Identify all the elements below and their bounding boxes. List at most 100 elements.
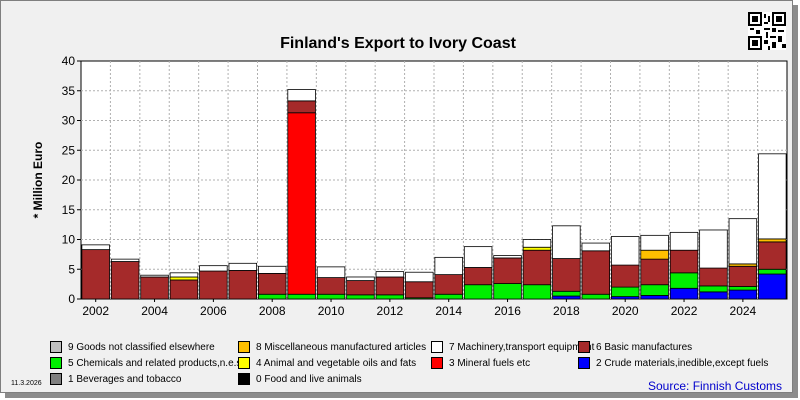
bar-segment-5-2025 xyxy=(758,268,787,275)
x-tick-label: 2010 xyxy=(318,304,345,318)
bar-segment-6-2009 xyxy=(287,100,316,114)
bar-segment-5-2020 xyxy=(610,286,640,298)
bar-segment-7-2005 xyxy=(169,272,199,278)
bar-segment-5-2010 xyxy=(316,293,346,300)
bar-segment-2-2018 xyxy=(552,295,581,300)
bar-segment-7-2014 xyxy=(434,256,463,276)
legend-swatch xyxy=(50,373,62,385)
legend-label: 9 Goods not classified elsewhere xyxy=(68,341,215,353)
bar-segment-6-2007 xyxy=(228,270,258,300)
bar-segment-5-2024 xyxy=(728,286,758,291)
bar-segment-6-2016 xyxy=(493,257,522,284)
legend-item-6: 6 Basic manufactures xyxy=(578,341,692,353)
legend-swatch xyxy=(431,341,443,353)
bar-segment-2-2025 xyxy=(758,273,787,300)
legend-label: 5 Chemicals and related products,n.e.s. xyxy=(68,357,245,369)
bar-segment-6-2003 xyxy=(110,261,140,300)
y-tick-label: 40 xyxy=(62,54,76,68)
bar-segment-7-2006 xyxy=(199,265,228,272)
x-tick-label: 2016 xyxy=(494,304,521,318)
legend-swatch xyxy=(578,341,590,353)
bar-segment-6-2004 xyxy=(140,276,169,300)
y-tick-label: 0 xyxy=(68,292,75,306)
y-tick-label: 20 xyxy=(62,173,76,187)
bar-segment-8-2025 xyxy=(758,238,787,243)
y-tick-label: 35 xyxy=(62,84,76,98)
bar-segment-7-2011 xyxy=(346,276,375,281)
bar-segment-6-2011 xyxy=(346,280,375,296)
bar-segment-2-2021 xyxy=(640,295,669,300)
bar-segment-6-2019 xyxy=(581,250,611,295)
bar-segment-5-2009 xyxy=(287,293,316,300)
bar-segment-7-2016 xyxy=(493,255,522,259)
bar-segment-6-2020 xyxy=(610,264,640,288)
legend-label: 3 Mineral fuels etc xyxy=(449,357,531,369)
bar-segment-6-2015 xyxy=(463,267,493,286)
bar-segment-4-2017 xyxy=(522,246,552,251)
chart-title: Finland's Export to Ivory Coast xyxy=(280,35,517,52)
legend-item-4: 4 Animal and vegetable oils and fats xyxy=(238,357,416,369)
bar-segment-6-2013 xyxy=(405,281,434,299)
legend-swatch xyxy=(238,357,250,369)
x-tick-label: 2004 xyxy=(141,304,168,318)
bar-segment-7-2018 xyxy=(552,225,581,259)
y-tick-label: 10 xyxy=(62,233,76,247)
legend-item-3: 3 Mineral fuels etc xyxy=(431,357,530,369)
bar-segment-7-2015 xyxy=(463,246,493,268)
bar-segment-7-2013 xyxy=(405,271,434,283)
legend-item-8: 8 Miscellaneous manufactured articles xyxy=(238,341,426,353)
x-tick-label: 2024 xyxy=(730,304,757,318)
bar-segment-6-2018 xyxy=(552,258,581,292)
y-tick-label: 30 xyxy=(62,114,76,128)
legend-item-5: 5 Chemicals and related products,n.e.s. xyxy=(50,357,244,369)
bar-segment-2-2022 xyxy=(669,287,699,300)
legend-label: 4 Animal and vegetable oils and fats xyxy=(256,357,417,369)
legend-item-9: 9 Goods not classified elsewhere xyxy=(50,341,215,353)
bar-segment-6-2008 xyxy=(257,273,287,295)
bar-segment-8-2021 xyxy=(640,249,669,260)
bar-segment-6-2010 xyxy=(316,277,346,295)
date-stamp: 11.3.2026 xyxy=(11,380,42,387)
bar-segment-5-2014 xyxy=(434,293,463,300)
bar-segment-7-2025 xyxy=(758,153,787,240)
bar-segment-5-2011 xyxy=(346,294,375,300)
legend-swatch xyxy=(238,341,250,353)
bar-segment-6-2023 xyxy=(699,267,728,287)
x-tick-label: 2018 xyxy=(553,304,580,318)
bar-segment-5-2022 xyxy=(669,272,699,289)
bar-segment-7-2022 xyxy=(669,231,699,251)
legend-swatch xyxy=(431,357,443,369)
x-tick-label: 2002 xyxy=(82,304,109,318)
bar-segment-6-2014 xyxy=(434,274,463,295)
bar-segment-6-2021 xyxy=(640,258,669,286)
bar-segment-7-2024 xyxy=(728,218,758,265)
x-tick-label: 2020 xyxy=(612,304,639,318)
bar-segment-7-2023 xyxy=(699,229,728,269)
bar-segment-5-2021 xyxy=(640,284,669,296)
legend-label: 6 Basic manufactures xyxy=(596,341,693,353)
bar-segment-3-2009 xyxy=(287,112,316,295)
legend-label: 7 Machinery,transport equipment xyxy=(449,341,595,353)
bar-segment-7-2004 xyxy=(140,274,169,278)
bar-segment-5-2023 xyxy=(699,285,728,293)
bar-segment-5-2017 xyxy=(522,284,552,300)
legend-swatch xyxy=(50,341,62,353)
y-axis-label: * Million Euro xyxy=(31,142,45,219)
bar-segment-7-2003 xyxy=(110,258,140,262)
bar-segment-5-2016 xyxy=(493,283,522,300)
bar-segment-4-2005 xyxy=(169,276,199,281)
x-tick-label: 2012 xyxy=(377,304,404,318)
bar-segment-6-2025 xyxy=(758,241,787,270)
bar-segment-7-2002 xyxy=(81,244,110,251)
bar-segment-6-2012 xyxy=(375,276,405,296)
legend-item-0: 0 Food and live animals xyxy=(238,373,362,385)
bar-segment-7-2009 xyxy=(287,89,316,102)
legend-swatch xyxy=(50,357,62,369)
bar-segment-6-2022 xyxy=(669,249,699,274)
source-note: Source: Finnish Customs xyxy=(648,379,783,393)
legend-swatch xyxy=(238,373,250,385)
legend-item-7: 7 Machinery,transport equipment xyxy=(431,341,594,353)
bar-segment-2-2024 xyxy=(728,289,758,300)
bar-segment-6-2017 xyxy=(522,249,552,286)
